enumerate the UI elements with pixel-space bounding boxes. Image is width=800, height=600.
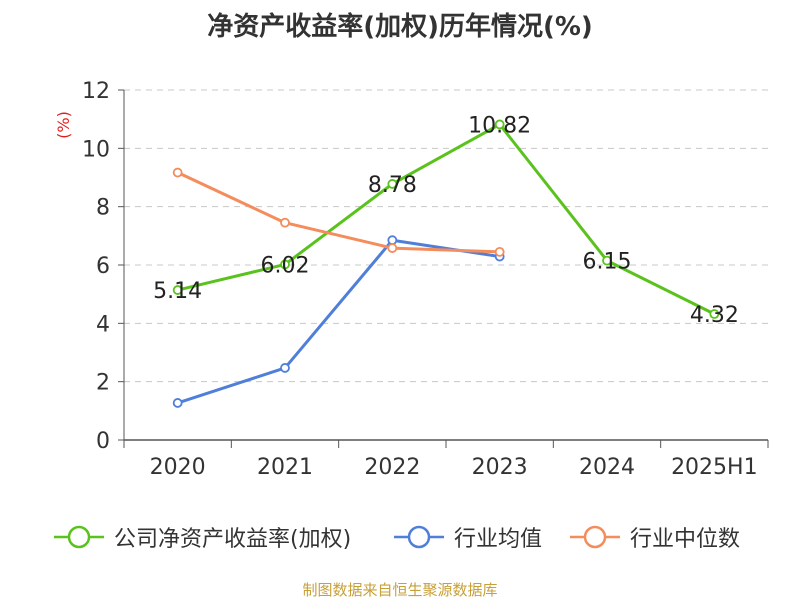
x-tick-label: 2020 — [150, 455, 206, 480]
data-point — [602, 255, 612, 266]
x-tick-label: 2023 — [472, 455, 528, 480]
legend-marker-icon — [54, 525, 104, 549]
source-note: 制图数据来自恒生聚源数据库 — [302, 581, 498, 599]
legend-item-0[interactable]: 公司净资产收益率(加权) — [52, 520, 351, 554]
data-point — [494, 119, 505, 130]
data-point — [280, 217, 290, 228]
legend-label: 公司净资产收益率(加权) — [114, 527, 352, 552]
series-lines — [172, 119, 720, 408]
y-tick-label: 8 — [96, 196, 110, 221]
data-point — [387, 235, 398, 246]
data-point — [280, 363, 290, 373]
y-tick-label: 4 — [96, 312, 110, 337]
data-point — [172, 285, 183, 295]
x-tick-label: 2022 — [364, 455, 420, 480]
data-labels: 5.14 6.02 8.78 10.82 6.15 4.32 — [153, 113, 739, 328]
legend-marker-icon — [394, 525, 444, 549]
data-point — [172, 167, 183, 178]
chart-title: 净资产收益率(加权)历年情况(%) — [207, 12, 593, 42]
x-tick-label: 2021 — [257, 455, 313, 480]
data-point — [172, 398, 183, 408]
legend-marker-icon — [570, 525, 620, 549]
grid-lines — [124, 89, 768, 383]
data-label: 8.78 — [368, 173, 417, 198]
y-tick-label: 2 — [96, 371, 110, 396]
legend-label: 行业中位数 — [630, 527, 741, 552]
y-axis-title: (%) — [54, 111, 73, 139]
axes: 0 2 4 6 8 10 12 (%) 2020 2021 2022 2023 2024 2025H1 — [54, 79, 769, 480]
legend-item-2[interactable]: 行业中位数 — [568, 520, 740, 554]
y-tick-label: 6 — [96, 254, 110, 279]
y-tick-label: 10 — [82, 137, 110, 162]
legend-item-1[interactable]: 行业均值 — [392, 520, 542, 554]
legend: 公司净资产收益率(加权) 行业均值 行业中位数 — [0, 520, 800, 554]
y-tick-label: 0 — [96, 429, 110, 454]
legend-label: 行业均值 — [454, 527, 543, 552]
data-label: 6.15 — [583, 250, 632, 275]
data-label: 10.82 — [468, 113, 531, 138]
series-line-1 — [177, 238, 500, 405]
data-point — [494, 246, 505, 257]
series-line-2 — [177, 171, 500, 254]
data-label: 4.32 — [690, 303, 739, 328]
y-tick-label: 12 — [82, 79, 110, 104]
chart-area: 0 2 4 6 8 10 12 (%) 2020 2021 2022 2023 2024 2025H1 5… — [54, 79, 769, 480]
data-point — [709, 309, 720, 319]
series-line-0 — [177, 122, 716, 316]
data-point — [387, 243, 398, 253]
data-label: 5.14 — [153, 279, 202, 304]
data-point — [280, 259, 290, 270]
x-tick-label: 2025H1 — [671, 455, 758, 480]
data-label: 6.02 — [261, 253, 310, 278]
data-point — [387, 179, 398, 189]
x-tick-label: 2024 — [579, 455, 635, 480]
